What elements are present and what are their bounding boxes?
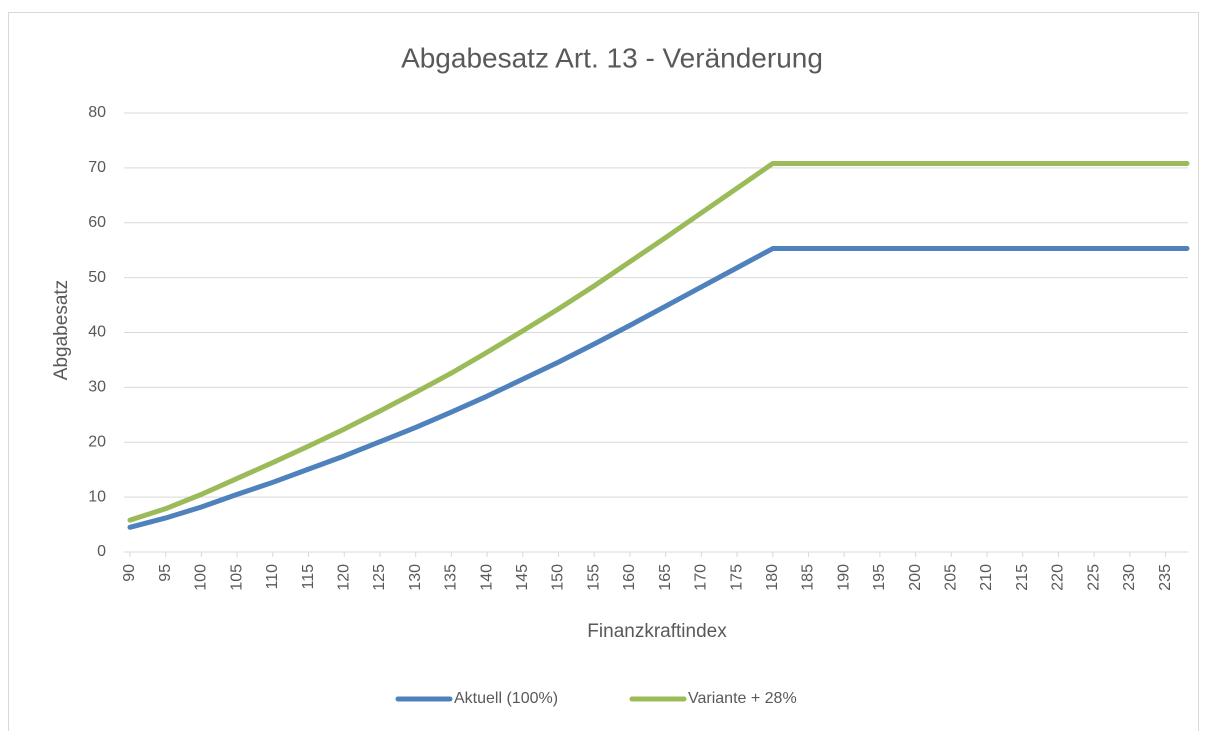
- x-tick-label: 150: [550, 564, 567, 591]
- legend-label: Aktuell (100%): [454, 690, 558, 707]
- x-tick-label: 130: [407, 564, 424, 591]
- series-line: [127, 160, 1190, 523]
- y-tick-label: 50: [88, 269, 106, 286]
- x-tick-label: 175: [728, 564, 745, 591]
- x-tick-label: 205: [943, 564, 960, 591]
- x-axis-title: Finanzkraftindex: [587, 621, 727, 642]
- x-tick-label: 190: [835, 564, 852, 591]
- x-tick-label: 180: [764, 564, 781, 591]
- x-tick-label: 235: [1157, 564, 1174, 591]
- y-tick-label: 30: [88, 379, 106, 396]
- x-tick-label: 195: [871, 564, 888, 591]
- x-tick-label: 220: [1050, 564, 1067, 591]
- x-tick-label: 135: [443, 564, 460, 591]
- x-tick-label: 155: [585, 564, 602, 591]
- x-tick-label: 170: [693, 564, 710, 591]
- x-tick-label: 165: [657, 564, 674, 591]
- y-tick-label: 60: [88, 214, 106, 231]
- x-tick-label: 210: [978, 564, 995, 591]
- x-tick-label: 145: [514, 564, 531, 591]
- x-tick-label: 115: [300, 564, 317, 590]
- y-tick-label: 10: [88, 488, 106, 505]
- x-tick-label: 225: [1085, 564, 1102, 591]
- x-tick-label: 215: [1014, 564, 1031, 591]
- y-tick-label: 0: [97, 543, 106, 560]
- y-tick-label: 80: [88, 104, 106, 121]
- legend-label: Variante + 28%: [688, 690, 797, 707]
- x-tick-label: 90: [121, 564, 138, 582]
- x-tick-label: 125: [371, 564, 388, 591]
- chart-title: Abgabesatz Art. 13 - Veränderung: [401, 42, 823, 73]
- y-axis-title: Abgabesatz: [51, 280, 72, 380]
- x-tick-label: 100: [193, 564, 210, 591]
- y-tick-label: 40: [88, 324, 106, 341]
- series-line: [127, 246, 1190, 530]
- x-tick-label: 95: [157, 564, 174, 582]
- x-tick-label: 110: [264, 564, 281, 590]
- x-tick-label: 200: [907, 564, 924, 591]
- x-tick-label: 120: [335, 564, 352, 591]
- x-tick-label: 160: [621, 564, 638, 591]
- y-tick-label: 20: [88, 433, 106, 450]
- x-tick-label: 140: [478, 564, 495, 591]
- x-tick-label: 105: [228, 564, 245, 591]
- y-tick-label: 70: [88, 159, 106, 176]
- x-tick-label: 185: [800, 564, 817, 591]
- chart-frame: [8, 12, 1199, 731]
- x-tick-label: 230: [1121, 564, 1138, 591]
